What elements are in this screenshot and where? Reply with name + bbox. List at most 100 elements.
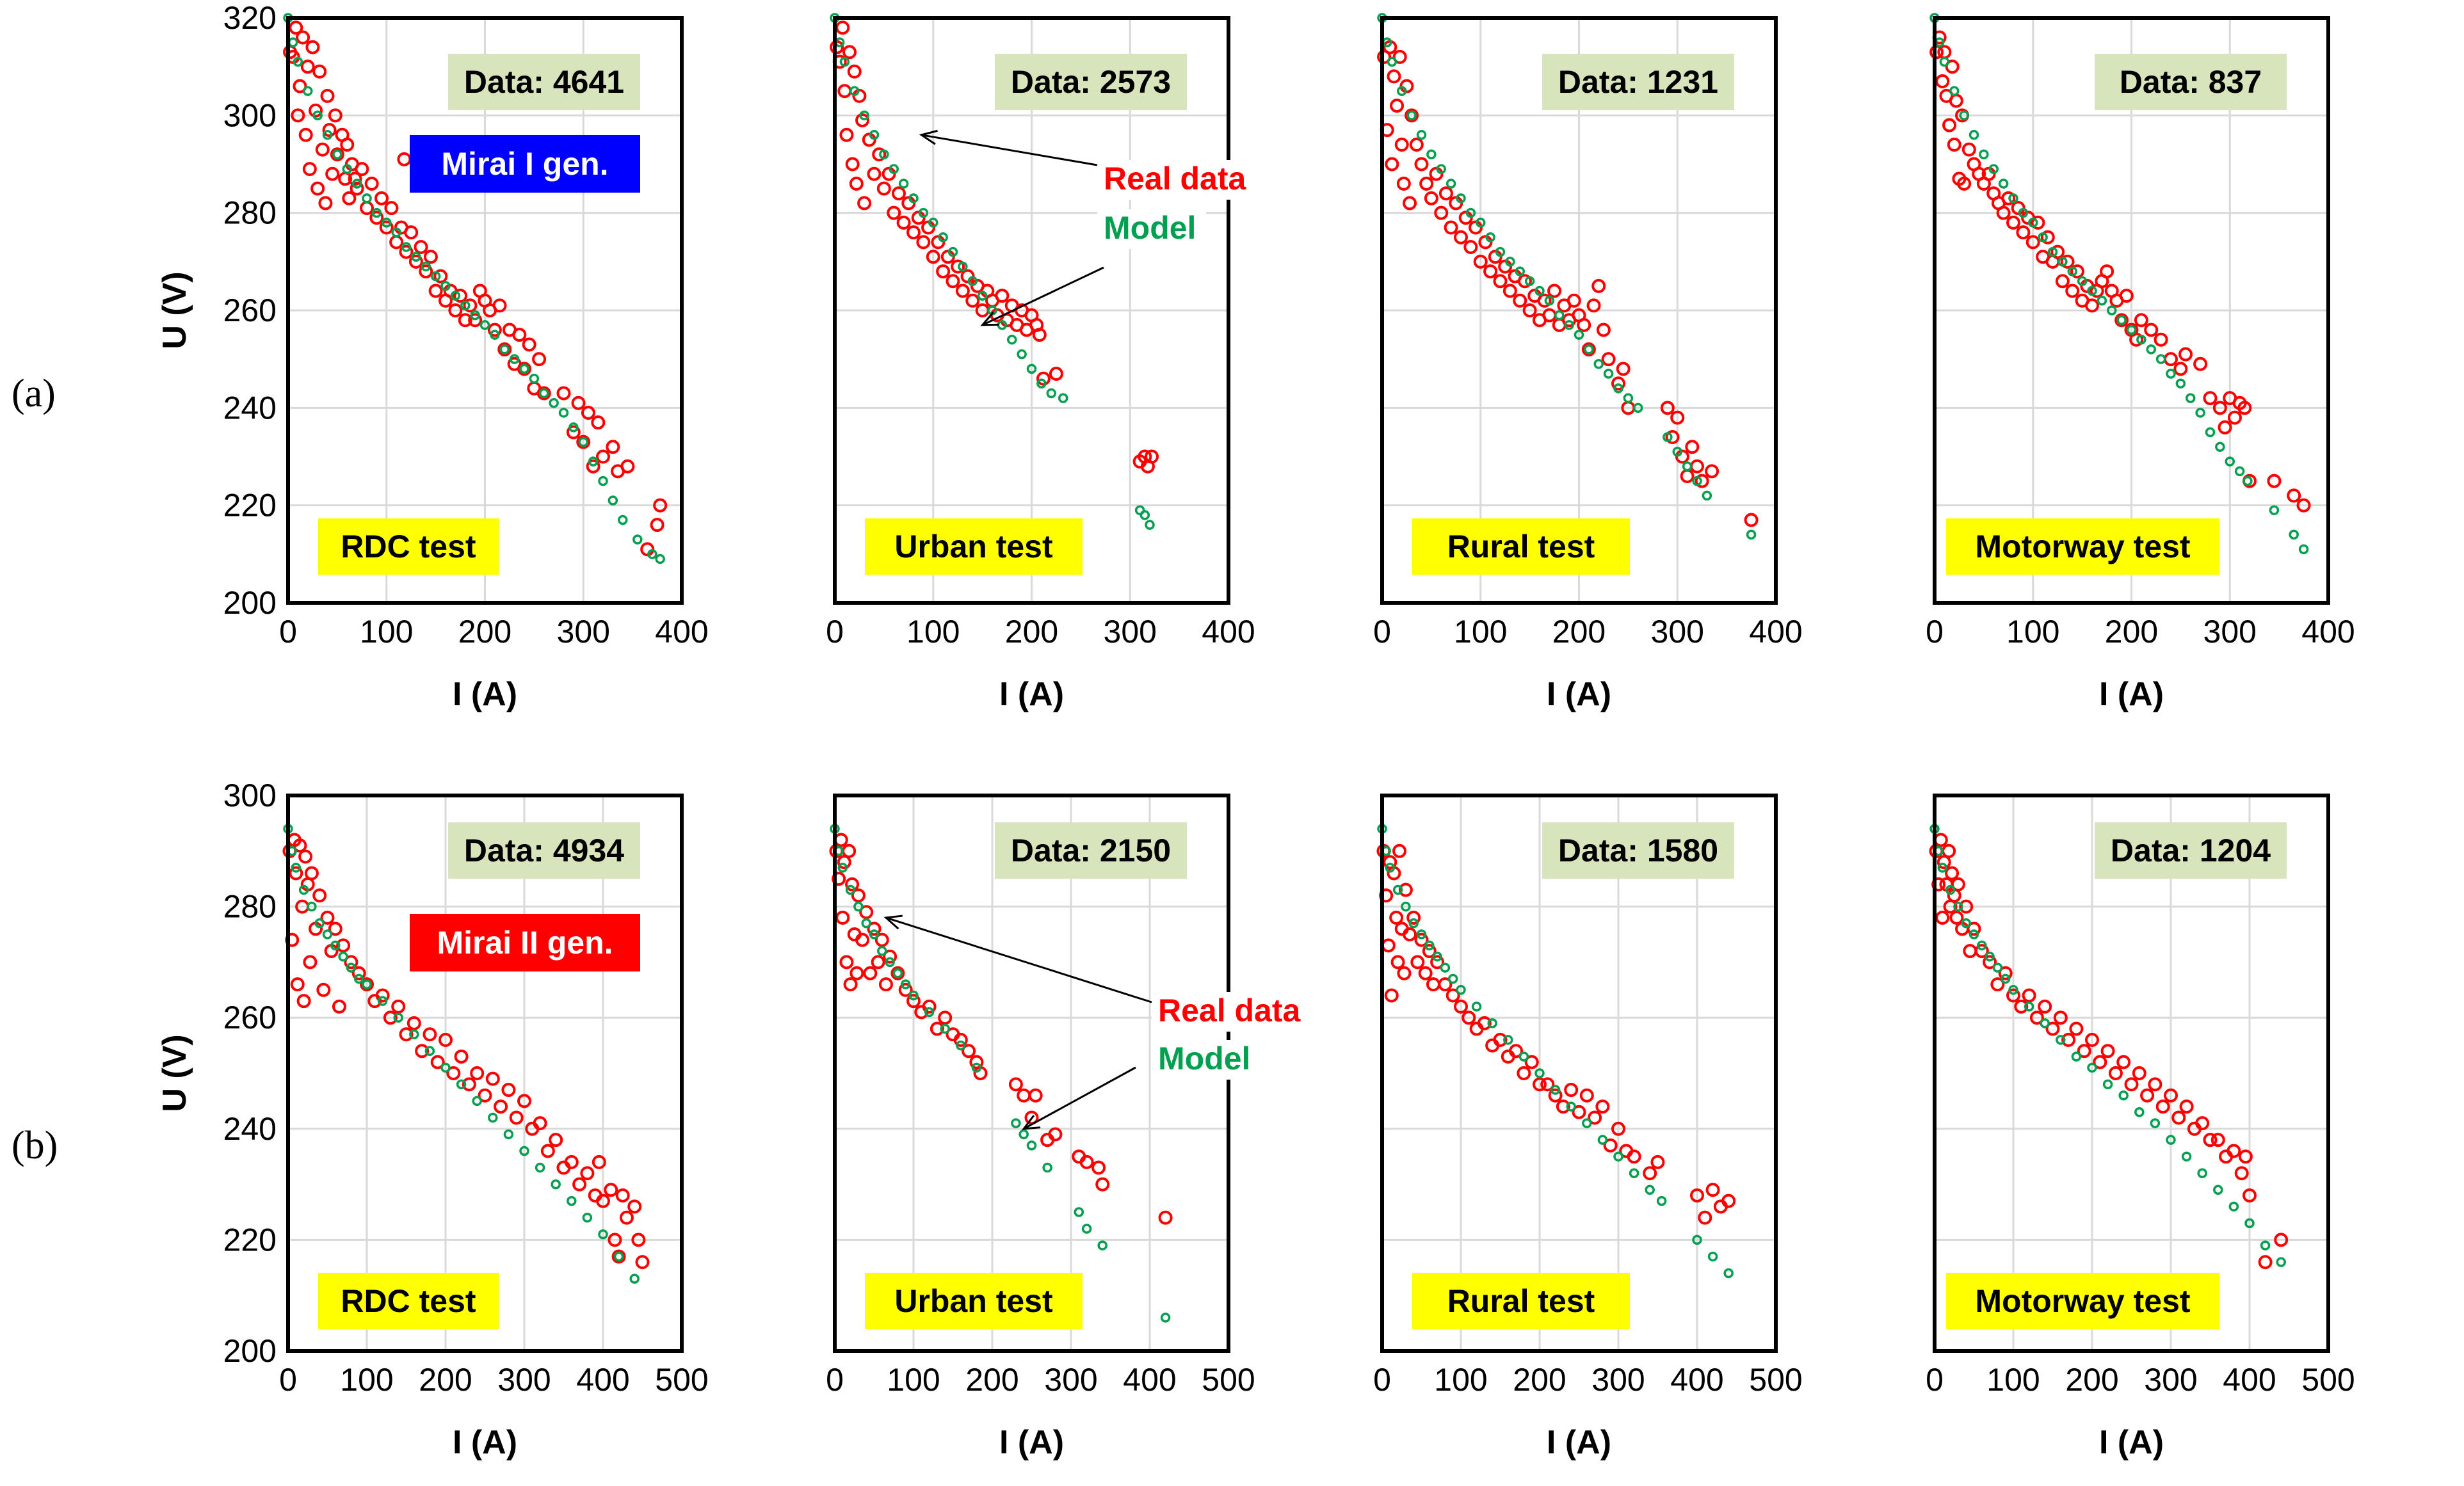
test-label-badge-text: Rural test — [1447, 529, 1595, 564]
real-data-point — [1390, 99, 1405, 113]
real-data-point — [2085, 1032, 2099, 1047]
real-data-point — [2093, 1055, 2107, 1069]
real-data-point — [1509, 1044, 1524, 1059]
real-data-point — [2210, 1133, 2225, 1147]
model-point — [2260, 1240, 2271, 1250]
model-point — [1139, 510, 1150, 520]
real-data-point — [867, 922, 882, 936]
model-point — [839, 56, 850, 67]
real-data-point — [1963, 944, 1977, 959]
real-data-point — [2234, 1166, 2249, 1181]
real-data-point — [290, 977, 305, 992]
real-data-point — [581, 405, 595, 420]
real-data-point — [397, 152, 412, 166]
real-data-point — [1522, 303, 1537, 317]
model-point — [1385, 863, 1396, 873]
model-point — [2134, 1107, 2145, 1117]
plot-frame — [1933, 16, 2330, 605]
generation-badge-text: Mirai II gen. — [437, 925, 613, 961]
real-data-point — [1595, 1099, 1610, 1114]
real-data-point — [839, 955, 854, 970]
model-point — [2195, 408, 2205, 418]
real-data-point — [596, 449, 610, 464]
model-point — [351, 179, 362, 189]
y-tick-label: 220 — [223, 488, 277, 523]
real-data-point — [887, 205, 901, 220]
real-data-point — [1961, 142, 1976, 157]
real-data-point — [2218, 420, 2232, 435]
data-count-badge-text: Data: 4934 — [464, 833, 624, 868]
real-data-point — [620, 459, 635, 474]
model-point — [2057, 257, 2068, 267]
real-data-point — [536, 386, 551, 401]
model-point — [1969, 929, 1979, 939]
real-data-point — [300, 60, 315, 74]
x-tick-label: 100 — [1986, 1362, 2040, 1398]
model-point — [1593, 359, 1604, 369]
real-data-point — [2116, 1055, 2131, 1069]
real-data-point — [2243, 1188, 2257, 1202]
test-label-badge-text: Rural test — [1447, 1283, 1595, 1319]
model-point — [1692, 1234, 1702, 1245]
arrow-to-real-data — [921, 134, 1098, 166]
real-data-point — [1690, 1188, 1704, 1202]
real-data-point — [304, 866, 319, 881]
model-point — [1672, 447, 1682, 457]
test-label-badge: Motorway test — [1946, 1273, 2219, 1329]
real-data-point — [2203, 391, 2218, 406]
model-point — [539, 388, 549, 399]
real-data-point — [2001, 191, 2016, 205]
real-data-point — [859, 905, 874, 920]
annotation-model-bg — [1097, 209, 1206, 249]
model-point — [287, 37, 298, 47]
model-point — [456, 1079, 467, 1090]
model-point — [924, 1007, 935, 1018]
model-point — [2087, 285, 2097, 296]
model-point — [1979, 149, 1989, 160]
real-data-point — [2022, 988, 2036, 1003]
real-data-point — [891, 186, 906, 201]
model-point — [1969, 130, 1979, 140]
model-point — [549, 397, 559, 408]
real-data-point — [872, 147, 887, 162]
data-count-badge: Data: 1580 — [1542, 822, 1734, 879]
model-point — [393, 1012, 403, 1023]
model-point — [2298, 544, 2309, 554]
real-data-point — [1434, 205, 1449, 220]
model-point — [2040, 1018, 2050, 1028]
real-data-point — [309, 103, 323, 118]
x-tick-label: 500 — [1749, 1362, 1802, 1398]
x-tick-label: 0 — [1926, 614, 1944, 650]
real-data-point — [1596, 323, 1611, 337]
data-count-badge: Data: 837 — [2095, 54, 2287, 110]
real-data-point — [847, 64, 862, 79]
real-data-point — [883, 949, 898, 964]
real-data-point — [2140, 1088, 2155, 1103]
generation-badge-bg — [410, 914, 640, 971]
real-data-point — [2164, 352, 2178, 367]
real-data-point — [351, 966, 366, 980]
real-data-point — [2029, 1011, 2044, 1025]
real-data-point — [2178, 347, 2193, 362]
model-point — [2008, 193, 2018, 204]
real-data-point — [540, 1144, 555, 1158]
real-data-point — [2154, 332, 2168, 347]
panel-b-3: 0 100 200 300 400 500 I (A) Data: 1204 Motorway … — [1926, 794, 2355, 1461]
model-point — [535, 1162, 545, 1173]
panel-a-0: 0 100 200 300 400 200 220 240 260 280 300 320 U (V) I… — [156, 0, 709, 713]
model-point — [1097, 1240, 1107, 1250]
real-data-point — [2031, 215, 2045, 230]
real-data-point — [1690, 459, 1704, 474]
model-point — [861, 918, 871, 929]
real-data-point — [1947, 138, 1961, 152]
real-data-point — [404, 225, 419, 240]
model-point — [1550, 1085, 1561, 1095]
real-data-point — [1493, 1032, 1508, 1047]
model-point — [2150, 1118, 2161, 1128]
x-axis-title: I (A) — [453, 1424, 517, 1461]
x-tick-label: 400 — [655, 614, 708, 650]
real-data-point — [1403, 196, 1417, 211]
model-point — [1518, 1051, 1529, 1062]
model-point — [918, 207, 929, 218]
model-point — [2067, 266, 2077, 276]
